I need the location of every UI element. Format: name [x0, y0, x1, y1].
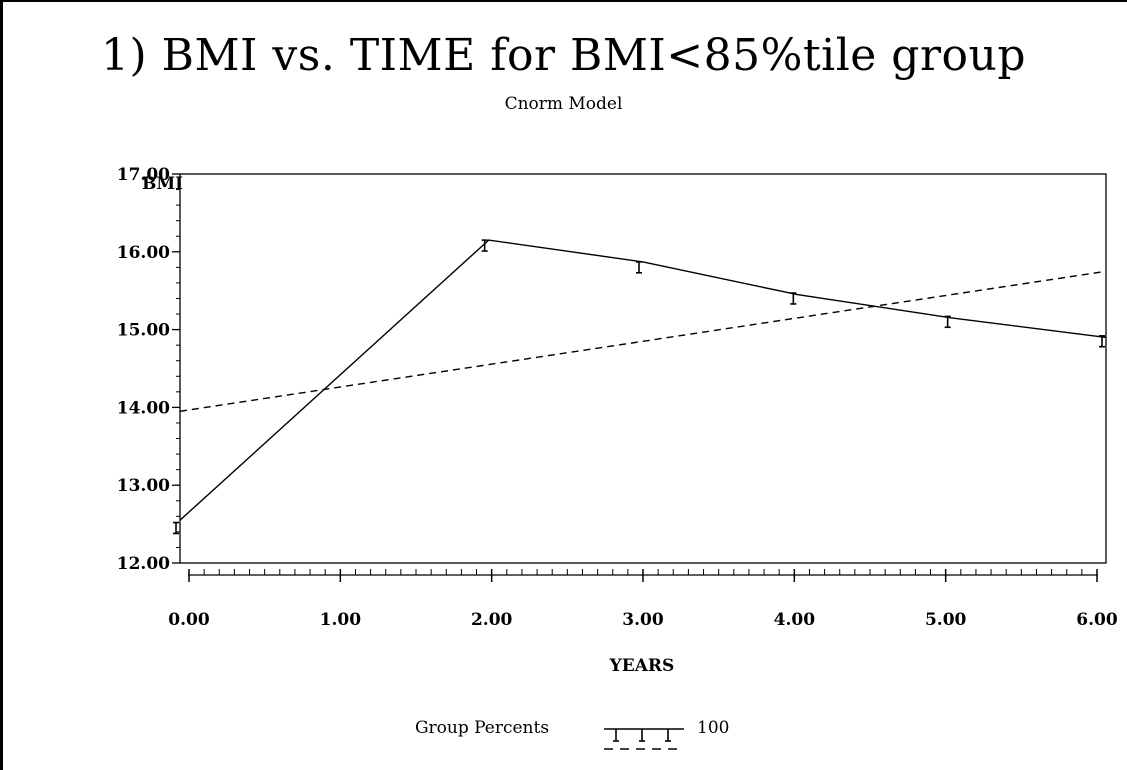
legend-title: Group Percents	[415, 718, 549, 738]
observed-mean-marker	[173, 521, 179, 535]
y-tick-label: 13.00	[117, 476, 170, 496]
marks-group	[173, 239, 1107, 535]
x-tick-label: 5.00	[925, 610, 967, 630]
y-tick-label: 16.00	[117, 243, 170, 263]
chart-title: 1) BMI vs. TIME for BMI<85%tile group	[101, 30, 1026, 81]
y-tick-label: 17.00	[117, 165, 170, 185]
legend: Group Percents 100	[415, 718, 729, 750]
x-axis-label: YEARS	[609, 656, 675, 676]
observed-mean-marker	[790, 292, 797, 305]
frame-left-border	[0, 0, 3, 770]
x-tick-label: 2.00	[471, 610, 513, 630]
y-tick-label: 12.00	[117, 554, 170, 574]
legend-entry-label: 100	[697, 718, 729, 738]
x-tick-label: 1.00	[320, 610, 362, 630]
series-line-solid	[179, 239, 1107, 521]
y-axis-label: BMI	[142, 174, 183, 194]
chart-subtitle: Cnorm Model	[504, 94, 623, 114]
series-line-dashed	[179, 270, 1107, 412]
frame-top-border	[0, 0, 1127, 2]
observed-mean-marker	[481, 239, 488, 252]
x-tick-label: 3.00	[622, 610, 664, 630]
y-tick-label: 15.00	[117, 321, 170, 341]
x-tick-label: 4.00	[774, 610, 816, 630]
x-tick-label: 6.00	[1076, 610, 1118, 630]
observed-mean-marker	[636, 261, 642, 274]
legend-entries: 100	[604, 718, 729, 750]
y-tick-label: 14.00	[117, 398, 170, 418]
plot-frame	[179, 173, 1107, 564]
axes-group: 12.00 13.00 14.00 15.00 16.00 17.00 0.00 1.00 2.…	[117, 165, 1118, 630]
observed-mean-marker	[1099, 335, 1105, 348]
x-tick-label: 0.00	[168, 610, 210, 630]
observed-mean-marker	[944, 315, 951, 329]
